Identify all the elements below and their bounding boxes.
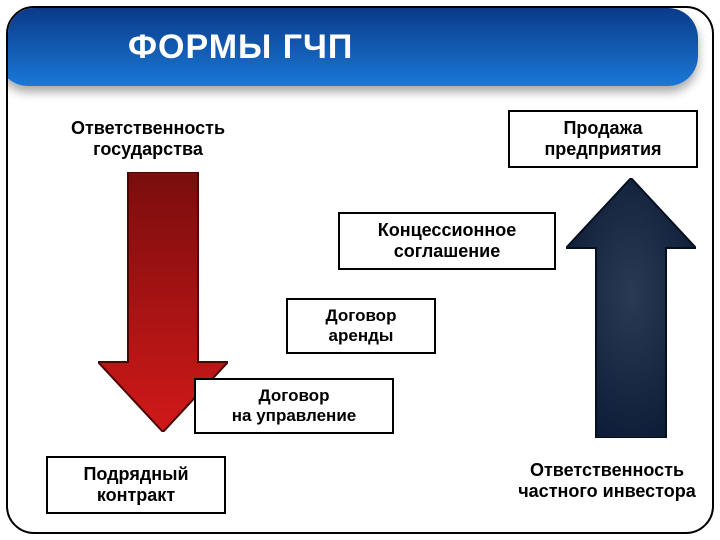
box-text: Подрядныйконтракт: [83, 464, 188, 505]
box-lease: Договораренды: [286, 298, 436, 354]
title-banner: ФОРМЫ ГЧП: [6, 8, 698, 86]
label-state-responsibility: Ответственностьгосударства: [48, 118, 248, 159]
box-text: Концессионноесоглашение: [378, 220, 517, 261]
box-sale: Продажапредприятия: [508, 110, 698, 168]
label-text: Ответственностьгосударства: [71, 118, 225, 159]
slide-frame: ФОРМЫ ГЧП Ответственностьгосударства Отв…: [6, 6, 714, 534]
arrow-up-icon: [566, 178, 696, 438]
box-concession: Концессионноесоглашение: [338, 212, 556, 270]
title-text: ФОРМЫ ГЧП: [128, 28, 353, 67]
box-text: Договораренды: [326, 306, 397, 345]
box-contract: Подрядныйконтракт: [46, 456, 226, 514]
label-investor-responsibility: Ответственностьчастного инвестора: [494, 460, 714, 501]
box-text: Договорна управление: [232, 386, 356, 425]
label-text: Ответственностьчастного инвестора: [518, 460, 696, 501]
box-management: Договорна управление: [194, 378, 394, 434]
box-text: Продажапредприятия: [544, 118, 661, 159]
